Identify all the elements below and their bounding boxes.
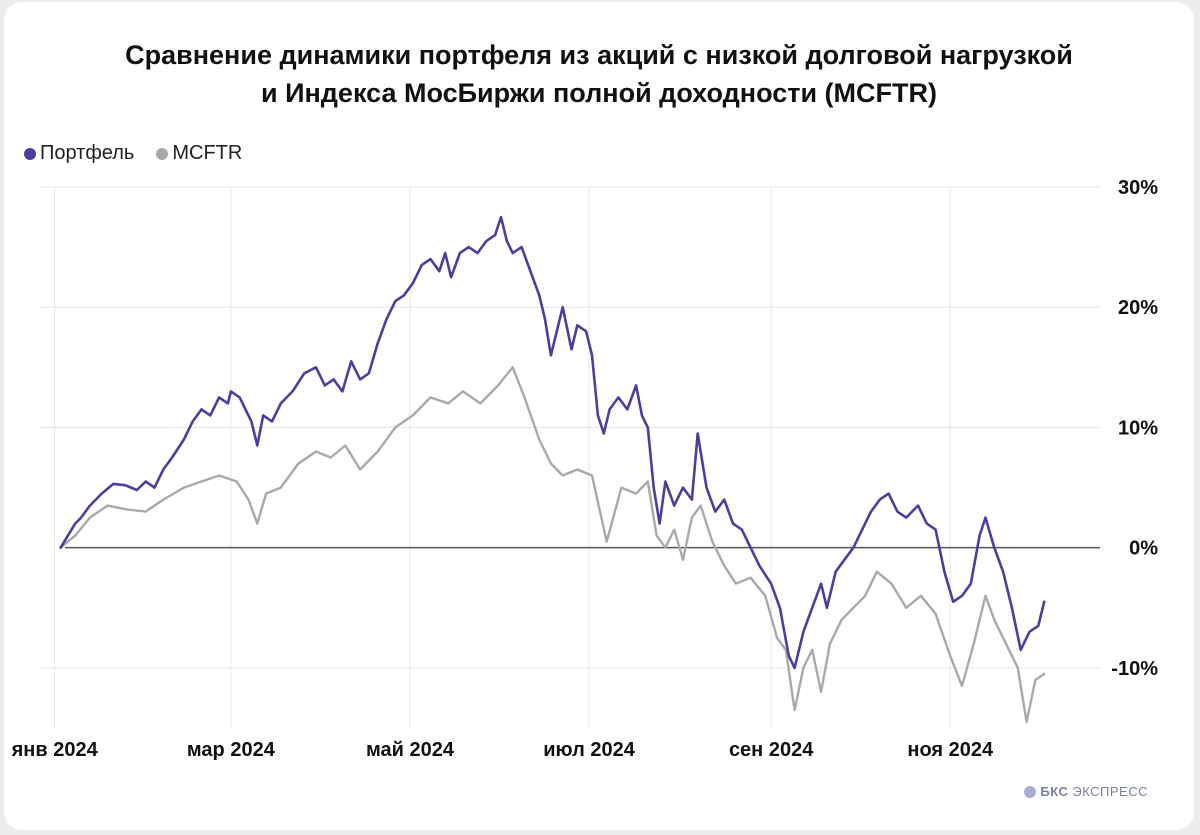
brand-logo: БКС ЭКСПРЕСС — [1024, 784, 1148, 799]
x-tick-label: ноя 2024 — [907, 739, 994, 761]
legend-item-portfolio[interactable]: Портфель — [24, 142, 134, 165]
y-tick-label: 0% — [1129, 538, 1158, 560]
legend-dot-portfolio — [24, 147, 36, 160]
y-tick-label: 10% — [1118, 417, 1158, 439]
legend-dot-mcftr — [156, 147, 169, 160]
y-tick-label: 20% — [1118, 297, 1158, 319]
chart-title-line-2: и Индекса МосБиржи полной доходности (MC… — [260, 78, 937, 108]
chart-legend: Портфель MCFTR — [24, 142, 242, 165]
series-line-portfolio — [59, 215, 1046, 670]
x-tick-label: сен 2024 — [729, 739, 814, 761]
x-tick-label: июл 2024 — [543, 739, 636, 761]
legend-label-mcftr: MCFTR — [172, 142, 243, 164]
y-tick-label: -10% — [1111, 658, 1158, 680]
chart-title: Сравнение динамики портфеля из акций с н… — [4, 36, 1194, 112]
legend-label-portfolio: Портфель — [40, 142, 135, 164]
series-line-mcftr — [59, 366, 1046, 724]
x-tick-label: май 2024 — [366, 739, 455, 761]
y-tick-label: 30% — [1118, 177, 1158, 199]
legend-item-mcftr[interactable]: MCFTR — [156, 142, 242, 165]
chart-title-line-1: Сравнение динамики портфеля из акций с н… — [125, 40, 1073, 70]
x-tick-label: янв 2024 — [11, 739, 99, 761]
brand-bold: БКС — [1040, 784, 1069, 799]
x-tick-label: мар 2024 — [187, 739, 276, 761]
brand-rest: ЭКСПРЕСС — [1072, 784, 1148, 799]
brand-icon — [1024, 785, 1037, 798]
